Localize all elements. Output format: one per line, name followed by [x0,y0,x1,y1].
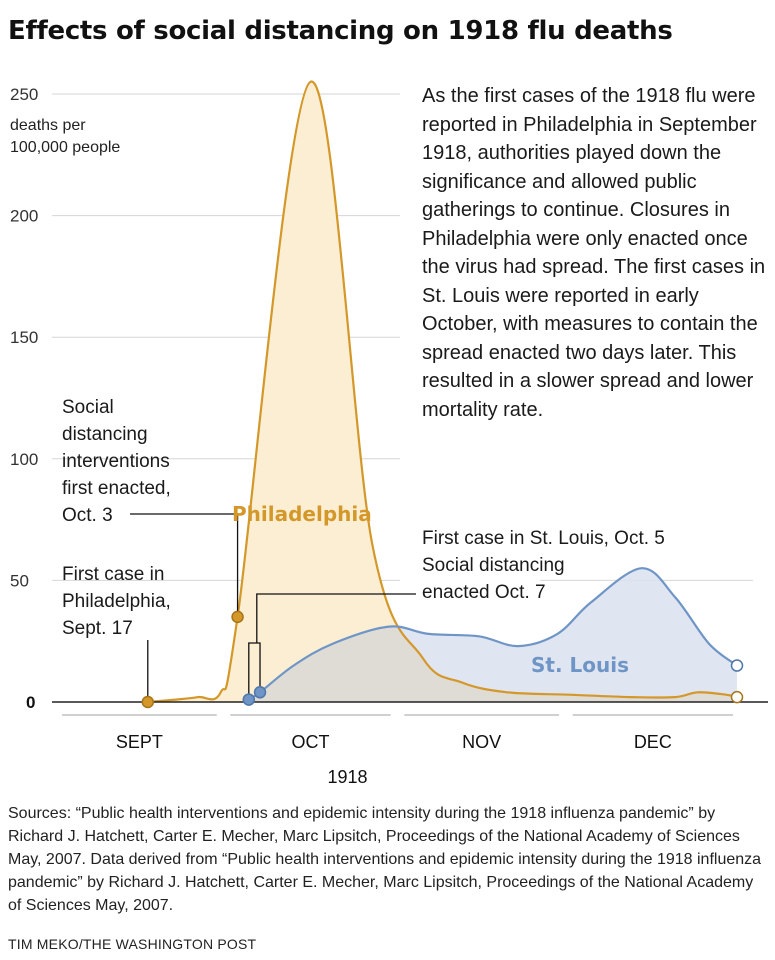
marker-philadelphia [730,690,744,704]
y-axis-label-line-1: deaths per [10,117,86,134]
y-tick-label: 100 [10,450,38,469]
y-axis-ticks: 250 200 150 100 50 0 [10,85,38,712]
series-lines [147,80,738,704]
annotation-stl-first-case: First case in St. Louis, Oct. 5 Social d… [422,528,665,603]
marker-st-louis [253,686,267,699]
annotation-line: Sept. 17 [62,618,133,639]
x-tick-label: DEC [634,732,672,752]
y-axis-label: deaths per 100,000 people [10,117,120,156]
annotation-line: Social distancing [422,555,565,576]
leader-stl-bracket [248,642,261,700]
chart: 250 200 150 100 50 0 deaths per 100,000 peopl… [10,80,768,787]
data-markers [141,610,744,709]
annotation-line: first enacted, [62,478,171,499]
y-tick-label: 200 [10,207,38,226]
area-philadelphia [147,81,738,702]
annotation-line: Oct. 3 [62,505,113,526]
y-axis-label-line-2: 100,000 people [10,139,120,156]
annotation-line: distancing [62,424,148,445]
leader-phl-distancing [130,513,239,617]
annotation-line: enacted Oct. 7 [422,582,546,603]
marker-philadelphia [231,610,244,624]
annotation-line: Social [62,397,114,418]
annotation-line: First case in [62,564,164,585]
series-labels: Philadelphia St. Louis [232,502,629,677]
annotation-leaders [130,513,416,702]
y-tick-label: 150 [10,328,38,347]
x-axis-label: 1918 [327,767,367,787]
leader-stl-first-case [256,593,416,643]
y-tick-label: 50 [10,571,29,590]
marker-st-louis [242,693,256,706]
chart-title: Effects of social distancing on 1918 flu… [8,16,673,46]
line-st-louis [248,567,738,701]
annotation-phl-first-case: First case in Philadelphia, Sept. 17 [62,564,171,639]
marker-philadelphia [141,695,155,709]
y-tick-label: 0 [26,693,35,712]
sources-note: Sources: “Public health interventions an… [8,805,762,914]
x-tick-label: OCT [292,732,330,752]
series-areas [147,81,738,702]
marker-st-louis [730,659,744,672]
line-philadelphia [147,80,738,704]
x-tick-label: NOV [462,732,501,752]
x-axis: SEPT OCT NOV DEC 1918 [52,701,768,787]
y-tick-label: 250 [10,85,38,104]
series-label-philadelphia: Philadelphia [232,502,372,526]
chart-description: As the first cases of the 1918 flu were … [422,85,766,421]
annotation-line: Philadelphia, [62,591,171,612]
series-label-st-louis: St. Louis [531,653,629,677]
annotation-line: interventions [62,451,170,472]
credit-line: TIM MEKO/THE WASHINGTON POST [8,936,257,952]
x-tick-label: SEPT [116,732,163,752]
annotation-phl-distancing: Social distancing interventions first en… [62,397,171,526]
annotation-line: First case in St. Louis, Oct. 5 [422,528,665,549]
